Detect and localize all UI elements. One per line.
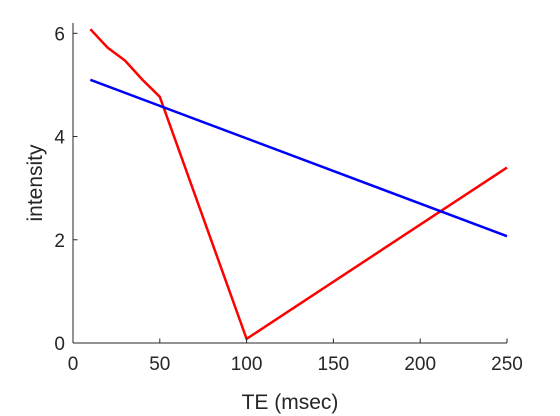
x-tick-label: 0 bbox=[68, 354, 79, 375]
x-tick-label: 250 bbox=[491, 354, 523, 375]
x-tick-label: 200 bbox=[404, 354, 436, 375]
axes-layer bbox=[72, 23, 507, 344]
series-line-1 bbox=[89, 28, 508, 341]
x-tick-label: 50 bbox=[149, 354, 170, 375]
y-tick-label: 2 bbox=[54, 231, 65, 252]
y-tick-label: 4 bbox=[54, 128, 65, 149]
y-tick-label: 0 bbox=[54, 334, 65, 355]
x-ticks: 0 50 100 150 200 250 bbox=[68, 338, 523, 375]
x-tick-label: 100 bbox=[231, 354, 263, 375]
x-tick-label: 150 bbox=[318, 354, 350, 375]
series-line-2 bbox=[89, 78, 508, 238]
y-axis-title: intensity bbox=[24, 144, 47, 222]
series-layer bbox=[89, 28, 508, 341]
y-tick-label: 6 bbox=[54, 24, 65, 45]
x-axis-title: TE (msec) bbox=[242, 391, 339, 414]
y-ticks: 0 2 4 6 bbox=[54, 24, 78, 355]
